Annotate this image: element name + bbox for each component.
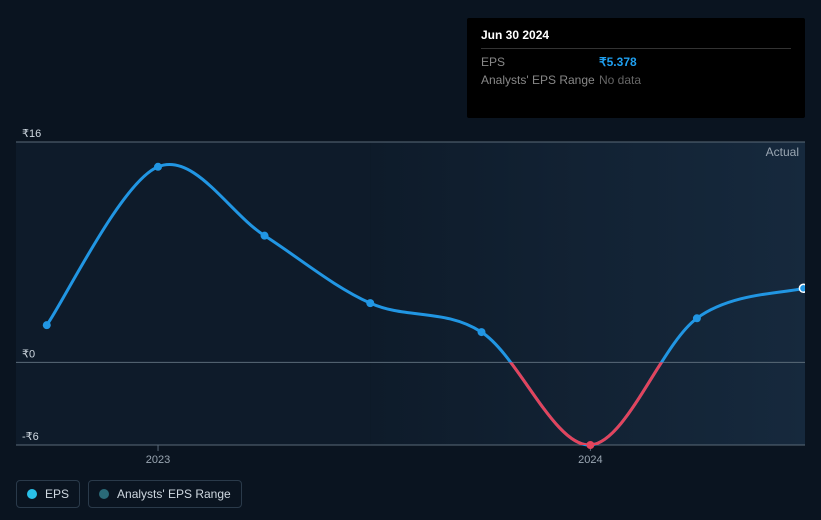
- data-point[interactable]: [366, 299, 374, 307]
- data-point[interactable]: [154, 163, 162, 171]
- tooltip-row-label: EPS: [481, 53, 599, 71]
- tooltip-row: Analysts' EPS RangeNo data: [481, 71, 791, 89]
- y-axis-label: ₹16: [22, 128, 41, 140]
- legend-label: EPS: [45, 487, 69, 501]
- chart-svg: ₹16 ₹0 -₹6 Actual 2023 2024: [16, 124, 805, 473]
- x-axis-label: 2024: [578, 454, 602, 466]
- chart-tooltip: Jun 30 2024 EPS₹5.378Analysts' EPS Range…: [467, 18, 805, 118]
- data-point[interactable]: [43, 321, 51, 329]
- tooltip-row-value: ₹5.378: [599, 53, 637, 71]
- data-point[interactable]: [799, 284, 805, 292]
- actual-label: Actual: [766, 145, 799, 159]
- legend-dot-icon: [27, 489, 37, 499]
- data-point[interactable]: [586, 441, 594, 449]
- legend-item[interactable]: EPS: [16, 480, 80, 508]
- legend-dot-icon: [99, 489, 109, 499]
- tooltip-row-value: No data: [599, 71, 641, 89]
- tooltip-row: EPS₹5.378: [481, 53, 791, 71]
- y-axis-label: ₹0: [22, 348, 35, 360]
- tooltip-date: Jun 30 2024: [481, 28, 791, 49]
- data-point[interactable]: [261, 232, 269, 240]
- data-point[interactable]: [693, 314, 701, 322]
- x-axis-label: 2023: [146, 454, 170, 466]
- eps-chart: ₹16 ₹0 -₹6 Actual 2023 2024: [16, 124, 805, 478]
- legend-label: Analysts' EPS Range: [117, 487, 231, 501]
- legend-item[interactable]: Analysts' EPS Range: [88, 480, 242, 508]
- chart-legend: EPS Analysts' EPS Range: [16, 480, 242, 508]
- y-axis-label: -₹6: [22, 431, 39, 443]
- tooltip-row-label: Analysts' EPS Range: [481, 71, 599, 89]
- data-point[interactable]: [478, 328, 486, 336]
